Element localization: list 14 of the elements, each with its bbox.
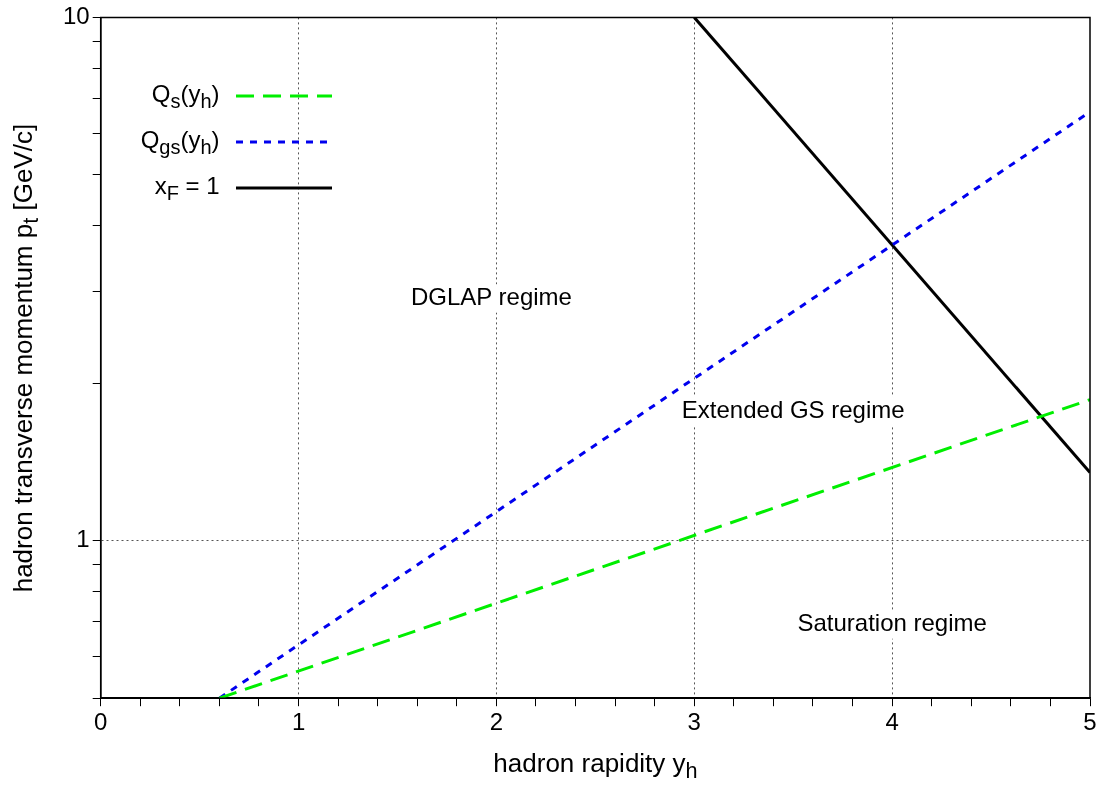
annotation: DGLAP regime	[410, 283, 572, 311]
legend-label: Q$_{s}$(y$_{h}$)	[151, 79, 220, 113]
annotation: Extended GS regime	[681, 395, 905, 423]
x-tick-label: 0	[94, 708, 108, 736]
x-axis-title: hadron rapidity y$_{h}$	[493, 748, 698, 785]
x-tick-label: 2	[489, 708, 504, 736]
y-tick-label: 10	[62, 2, 90, 30]
legend-label: Q$_{gs}$(y$_{h}$)	[140, 125, 220, 159]
x-tick-label: 3	[687, 708, 701, 736]
x-tick-label: 5	[1083, 708, 1097, 736]
x-tick-label: 1	[291, 708, 306, 736]
annotation: Saturation regime	[797, 609, 987, 637]
legend-label: x$_{F}$ = 1	[154, 171, 220, 205]
x-tick-label: 4	[885, 708, 899, 736]
